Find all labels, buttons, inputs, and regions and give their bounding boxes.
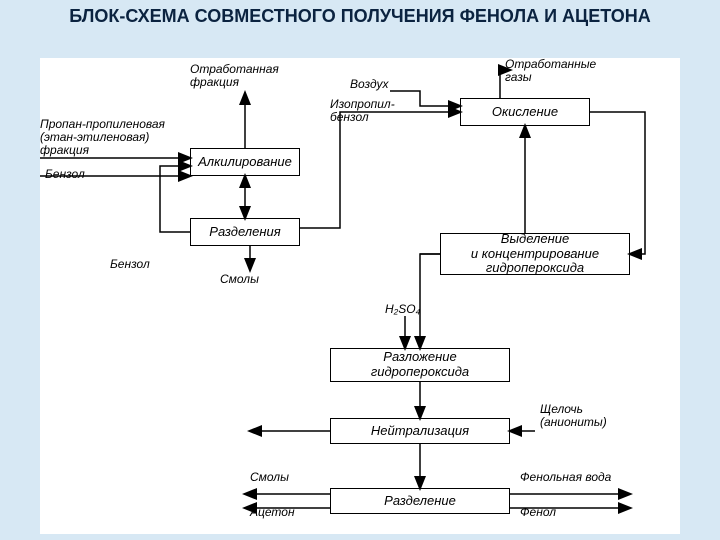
node-oxid: Окисление [460, 98, 590, 126]
label-air: Воздух [350, 78, 388, 91]
label-benzol_in: Бензол [45, 168, 85, 181]
label-shchel: Щелочь (аниониты) [540, 403, 607, 429]
label-ipb: Изопропил- бензол [330, 98, 395, 124]
node-label: Разделения [209, 225, 280, 240]
label-smoly1: Смолы [220, 273, 259, 286]
node-label: Выделениеи концентрированиегидропероксид… [471, 232, 599, 277]
label-phenol: Фенол [520, 506, 556, 519]
node-neutral: Нейтрализация [330, 418, 510, 444]
label-benzol_rec: Бензол [110, 258, 150, 271]
node-label: Алкилирование [198, 155, 292, 170]
label-smoly2: Смолы [250, 471, 289, 484]
node-label: Разделение [384, 494, 456, 509]
node-split1: Разделения [190, 218, 300, 246]
label-aceton: Ацетон [250, 506, 295, 519]
label-waste_gas: Отработанные газы [505, 58, 596, 84]
node-decomp: Разложениегидропероксида [330, 348, 510, 382]
label-phen_water: Фенольная вода [520, 471, 611, 484]
diagram-area: Алкилирование Разделения Окисление Выделени… [40, 58, 680, 534]
page-title: БЛОК-СХЕМА СОВМЕСТНОГО ПОЛУЧЕНИЯ ФЕНОЛА … [0, 6, 720, 27]
label-h2so4: H₂SO₄ [385, 303, 420, 316]
node-label: Разложениегидропероксида [371, 350, 469, 380]
node-alkyl: Алкилирование [190, 148, 300, 176]
label-waste_frac: Отработанная фракция [190, 63, 279, 89]
node-split2: Разделение [330, 488, 510, 514]
label-propane: Пропан-пропиленовая (этан-этиленовая) фр… [40, 118, 165, 158]
node-conc: Выделениеи концентрированиегидропероксид… [440, 233, 630, 275]
node-label: Нейтрализация [371, 424, 469, 439]
node-label: Окисление [492, 105, 558, 120]
page: БЛОК-СХЕМА СОВМЕСТНОГО ПОЛУЧЕНИЯ ФЕНОЛА … [0, 0, 720, 540]
